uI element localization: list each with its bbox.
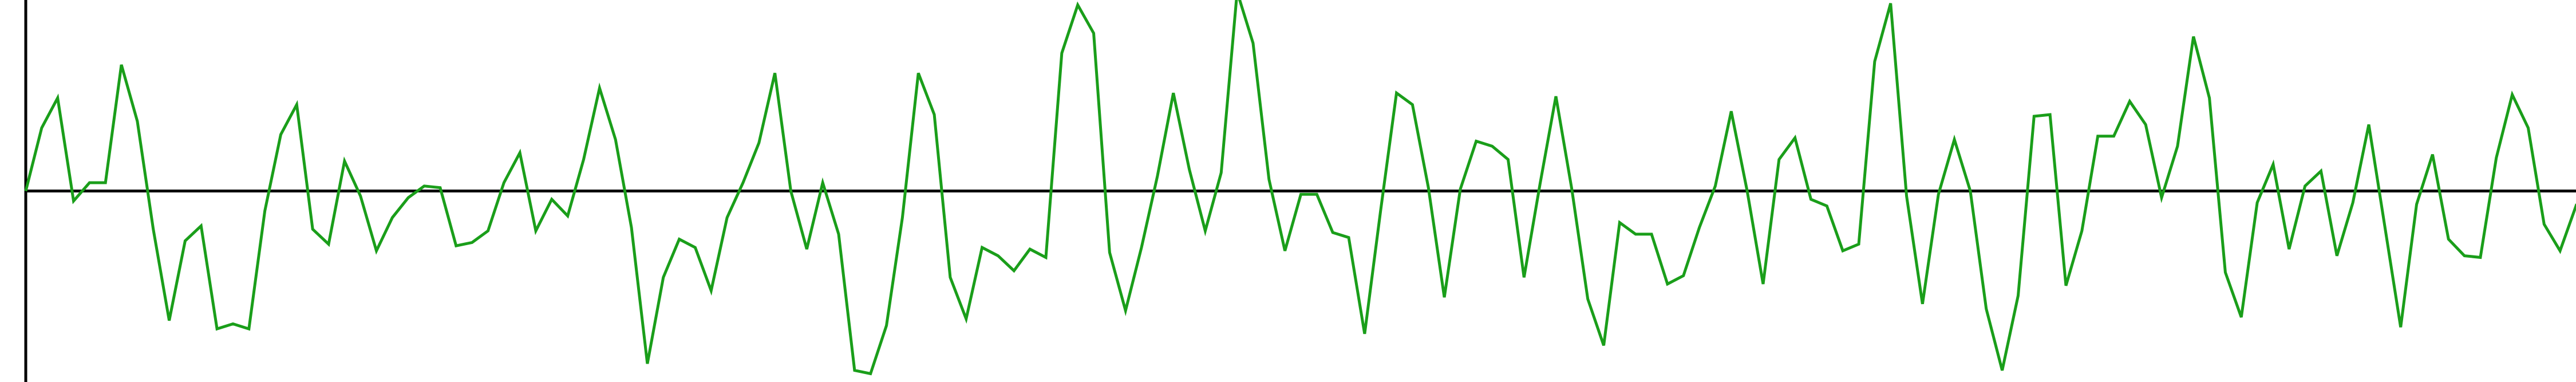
series-line [24, 0, 2576, 376]
